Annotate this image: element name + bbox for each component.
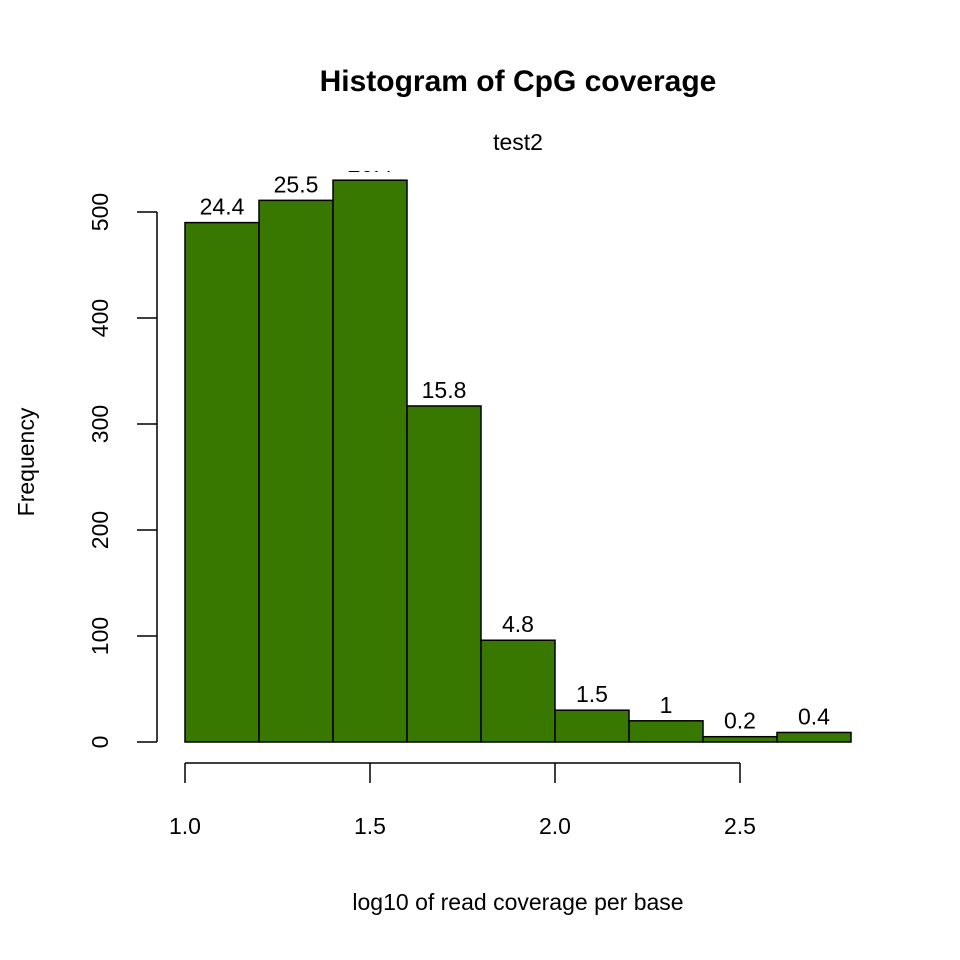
chart-subtitle: test2 <box>493 129 543 155</box>
y-tick-label: 500 <box>87 193 113 231</box>
y-axis-label: Frequency <box>13 407 39 516</box>
bar-label: 1 <box>660 692 673 718</box>
x-tick-label: 2.0 <box>539 813 571 839</box>
histogram-bar <box>702 735 778 743</box>
bar-label: 24.4 <box>200 194 245 220</box>
bar-label: 15.8 <box>422 377 467 403</box>
bar-label: 0.2 <box>724 708 756 734</box>
y-tick-label: 100 <box>87 617 113 655</box>
x-tick-label: 1.0 <box>169 813 201 839</box>
histogram-bar <box>554 709 630 743</box>
histogram-bar <box>184 221 260 743</box>
y-tick-label: 200 <box>87 511 113 549</box>
bar-label: 1.5 <box>576 681 608 707</box>
x-axis-label: log10 of read coverage per base <box>352 889 683 915</box>
bar-label: 4.8 <box>502 611 534 637</box>
histogram-bar <box>628 720 704 743</box>
y-tick-label: 0 <box>87 736 113 749</box>
histogram-bar <box>258 199 334 743</box>
y-tick-label: 300 <box>87 405 113 443</box>
bar-label: 0.4 <box>798 703 830 729</box>
histogram-bar <box>776 731 852 743</box>
bar-label: 26.4 <box>348 151 393 177</box>
x-tick-label: 1.5 <box>354 813 386 839</box>
histogram-bar <box>406 405 482 743</box>
y-tick-label: 400 <box>87 299 113 337</box>
bar-label: 25.5 <box>274 171 319 197</box>
histogram-bar <box>480 639 556 743</box>
histogram-bar <box>332 179 408 743</box>
x-tick-label: 2.5 <box>724 813 756 839</box>
chart-title: Histogram of CpG coverage <box>320 65 717 98</box>
